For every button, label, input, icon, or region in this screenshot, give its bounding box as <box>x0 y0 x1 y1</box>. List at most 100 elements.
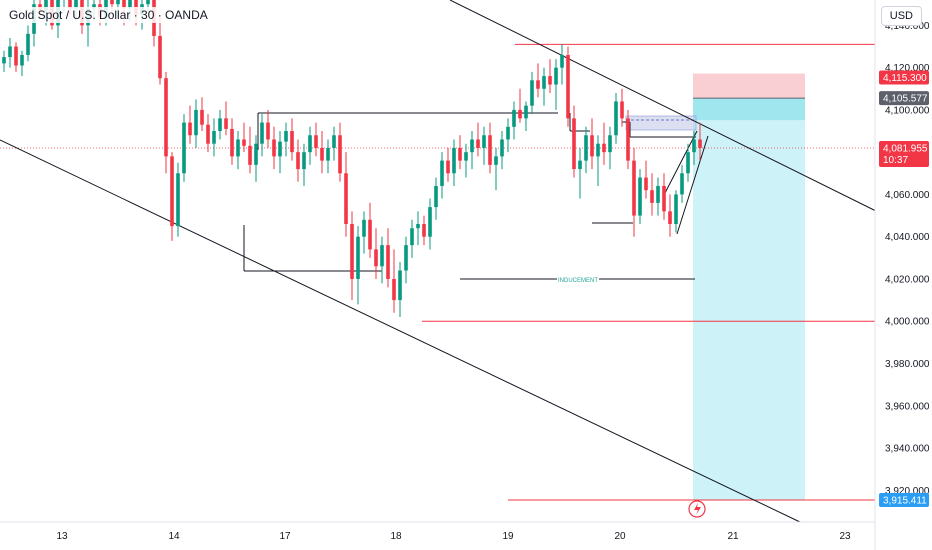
candle-body[interactable] <box>482 135 486 148</box>
candle-body[interactable] <box>308 135 312 153</box>
candle-body[interactable] <box>410 228 414 246</box>
candle-body[interactable] <box>596 143 600 157</box>
wedge-lower-line[interactable] <box>676 135 709 235</box>
candle-body[interactable] <box>266 122 270 140</box>
candle-body[interactable] <box>422 224 426 237</box>
candle-body[interactable] <box>560 54 564 68</box>
candle-body[interactable] <box>170 156 174 227</box>
candle-body[interactable] <box>44 0 48 11</box>
candle-body[interactable] <box>314 135 318 148</box>
candle-body[interactable] <box>566 54 570 119</box>
candle-body[interactable] <box>236 139 240 157</box>
candle-body[interactable] <box>248 145 252 165</box>
candle-body[interactable] <box>326 147 330 161</box>
fvg-zone[interactable] <box>625 115 697 131</box>
candle-body[interactable] <box>578 160 582 170</box>
candle-body[interactable] <box>362 219 366 237</box>
candle-body[interactable] <box>128 0 132 9</box>
candle-body[interactable] <box>290 131 294 153</box>
candle-body[interactable] <box>92 4 96 9</box>
candle-body[interactable] <box>212 131 216 144</box>
candle-body[interactable] <box>164 78 168 157</box>
candle-body[interactable] <box>224 118 228 129</box>
candle-body[interactable] <box>254 143 258 165</box>
target-zone[interactable] <box>693 98 805 500</box>
candle-body[interactable] <box>404 245 408 271</box>
candle-body[interactable] <box>626 118 630 161</box>
candle-body[interactable] <box>146 0 150 5</box>
candle-body[interactable] <box>656 185 660 203</box>
candle-body[interactable] <box>650 190 654 203</box>
candle-body[interactable] <box>320 147 324 161</box>
candle-body[interactable] <box>356 236 360 279</box>
candle-body[interactable] <box>260 122 264 144</box>
candle-body[interactable] <box>434 185 438 208</box>
candle-body[interactable] <box>446 160 450 174</box>
candle-body[interactable] <box>500 139 504 157</box>
candle-body[interactable] <box>392 278 396 301</box>
candle-body[interactable] <box>620 101 624 119</box>
price-badge-entry[interactable] <box>879 91 929 106</box>
candle-body[interactable] <box>110 0 114 5</box>
candle-body[interactable] <box>350 224 354 279</box>
candle-body[interactable] <box>194 109 198 136</box>
candle-body[interactable] <box>524 105 528 119</box>
candle-body[interactable] <box>20 54 24 66</box>
candle-body[interactable] <box>632 160 636 216</box>
candle-body[interactable] <box>380 245 384 267</box>
candle-body[interactable] <box>644 177 648 191</box>
candle-body[interactable] <box>344 173 348 225</box>
candle-body[interactable] <box>302 152 306 170</box>
candle-body[interactable] <box>530 80 534 106</box>
candle-body[interactable] <box>158 35 162 79</box>
candle-body[interactable] <box>68 0 72 9</box>
candle-body[interactable] <box>572 118 576 170</box>
candle-body[interactable] <box>518 109 522 119</box>
candle-body[interactable] <box>638 177 642 216</box>
candle-body[interactable] <box>368 219 372 250</box>
candle-body[interactable] <box>698 139 702 148</box>
candle-body[interactable] <box>386 245 390 279</box>
candle-body[interactable] <box>428 207 432 237</box>
candle-body[interactable] <box>218 118 222 132</box>
candle-body[interactable] <box>470 139 474 153</box>
candle-body[interactable] <box>284 131 288 142</box>
candle-body[interactable] <box>608 135 612 153</box>
candle-body[interactable] <box>278 141 282 157</box>
candle-body[interactable] <box>122 0 126 9</box>
candle-body[interactable] <box>206 124 210 144</box>
candle-body[interactable] <box>458 147 462 161</box>
candle-body[interactable] <box>542 76 546 89</box>
price-badge-last-price[interactable] <box>879 141 929 168</box>
candle-body[interactable] <box>692 139 696 153</box>
candle-body[interactable] <box>188 122 192 136</box>
candle-body[interactable] <box>590 135 594 157</box>
candle-body[interactable] <box>464 152 468 161</box>
candle-body[interactable] <box>74 0 78 9</box>
candle-body[interactable] <box>506 126 510 140</box>
candle-body[interactable] <box>674 194 678 225</box>
candle-body[interactable] <box>26 33 30 55</box>
candle-body[interactable] <box>176 173 180 227</box>
candle-body[interactable] <box>2 57 6 64</box>
wedge-upper-line[interactable] <box>664 130 698 194</box>
candle-body[interactable] <box>494 156 498 165</box>
candle-body[interactable] <box>554 67 558 85</box>
candle-body[interactable] <box>182 122 186 174</box>
candle-body[interactable] <box>476 139 480 148</box>
candle-body[interactable] <box>8 46 12 58</box>
price-badge-take-profit[interactable] <box>879 492 929 507</box>
candle-body[interactable] <box>602 143 606 153</box>
candle-body[interactable] <box>242 139 246 146</box>
candle-body[interactable] <box>272 139 276 157</box>
candle-body[interactable] <box>398 270 402 301</box>
candle-body[interactable] <box>614 101 618 136</box>
candle-body[interactable] <box>416 224 420 229</box>
candle-body[interactable] <box>686 152 690 174</box>
candle-body[interactable] <box>536 80 540 89</box>
candle-body[interactable] <box>230 128 234 157</box>
candle-body[interactable] <box>680 173 684 195</box>
candle-body[interactable] <box>548 76 552 85</box>
candle-body[interactable] <box>296 152 300 170</box>
candle-body[interactable] <box>374 249 378 267</box>
